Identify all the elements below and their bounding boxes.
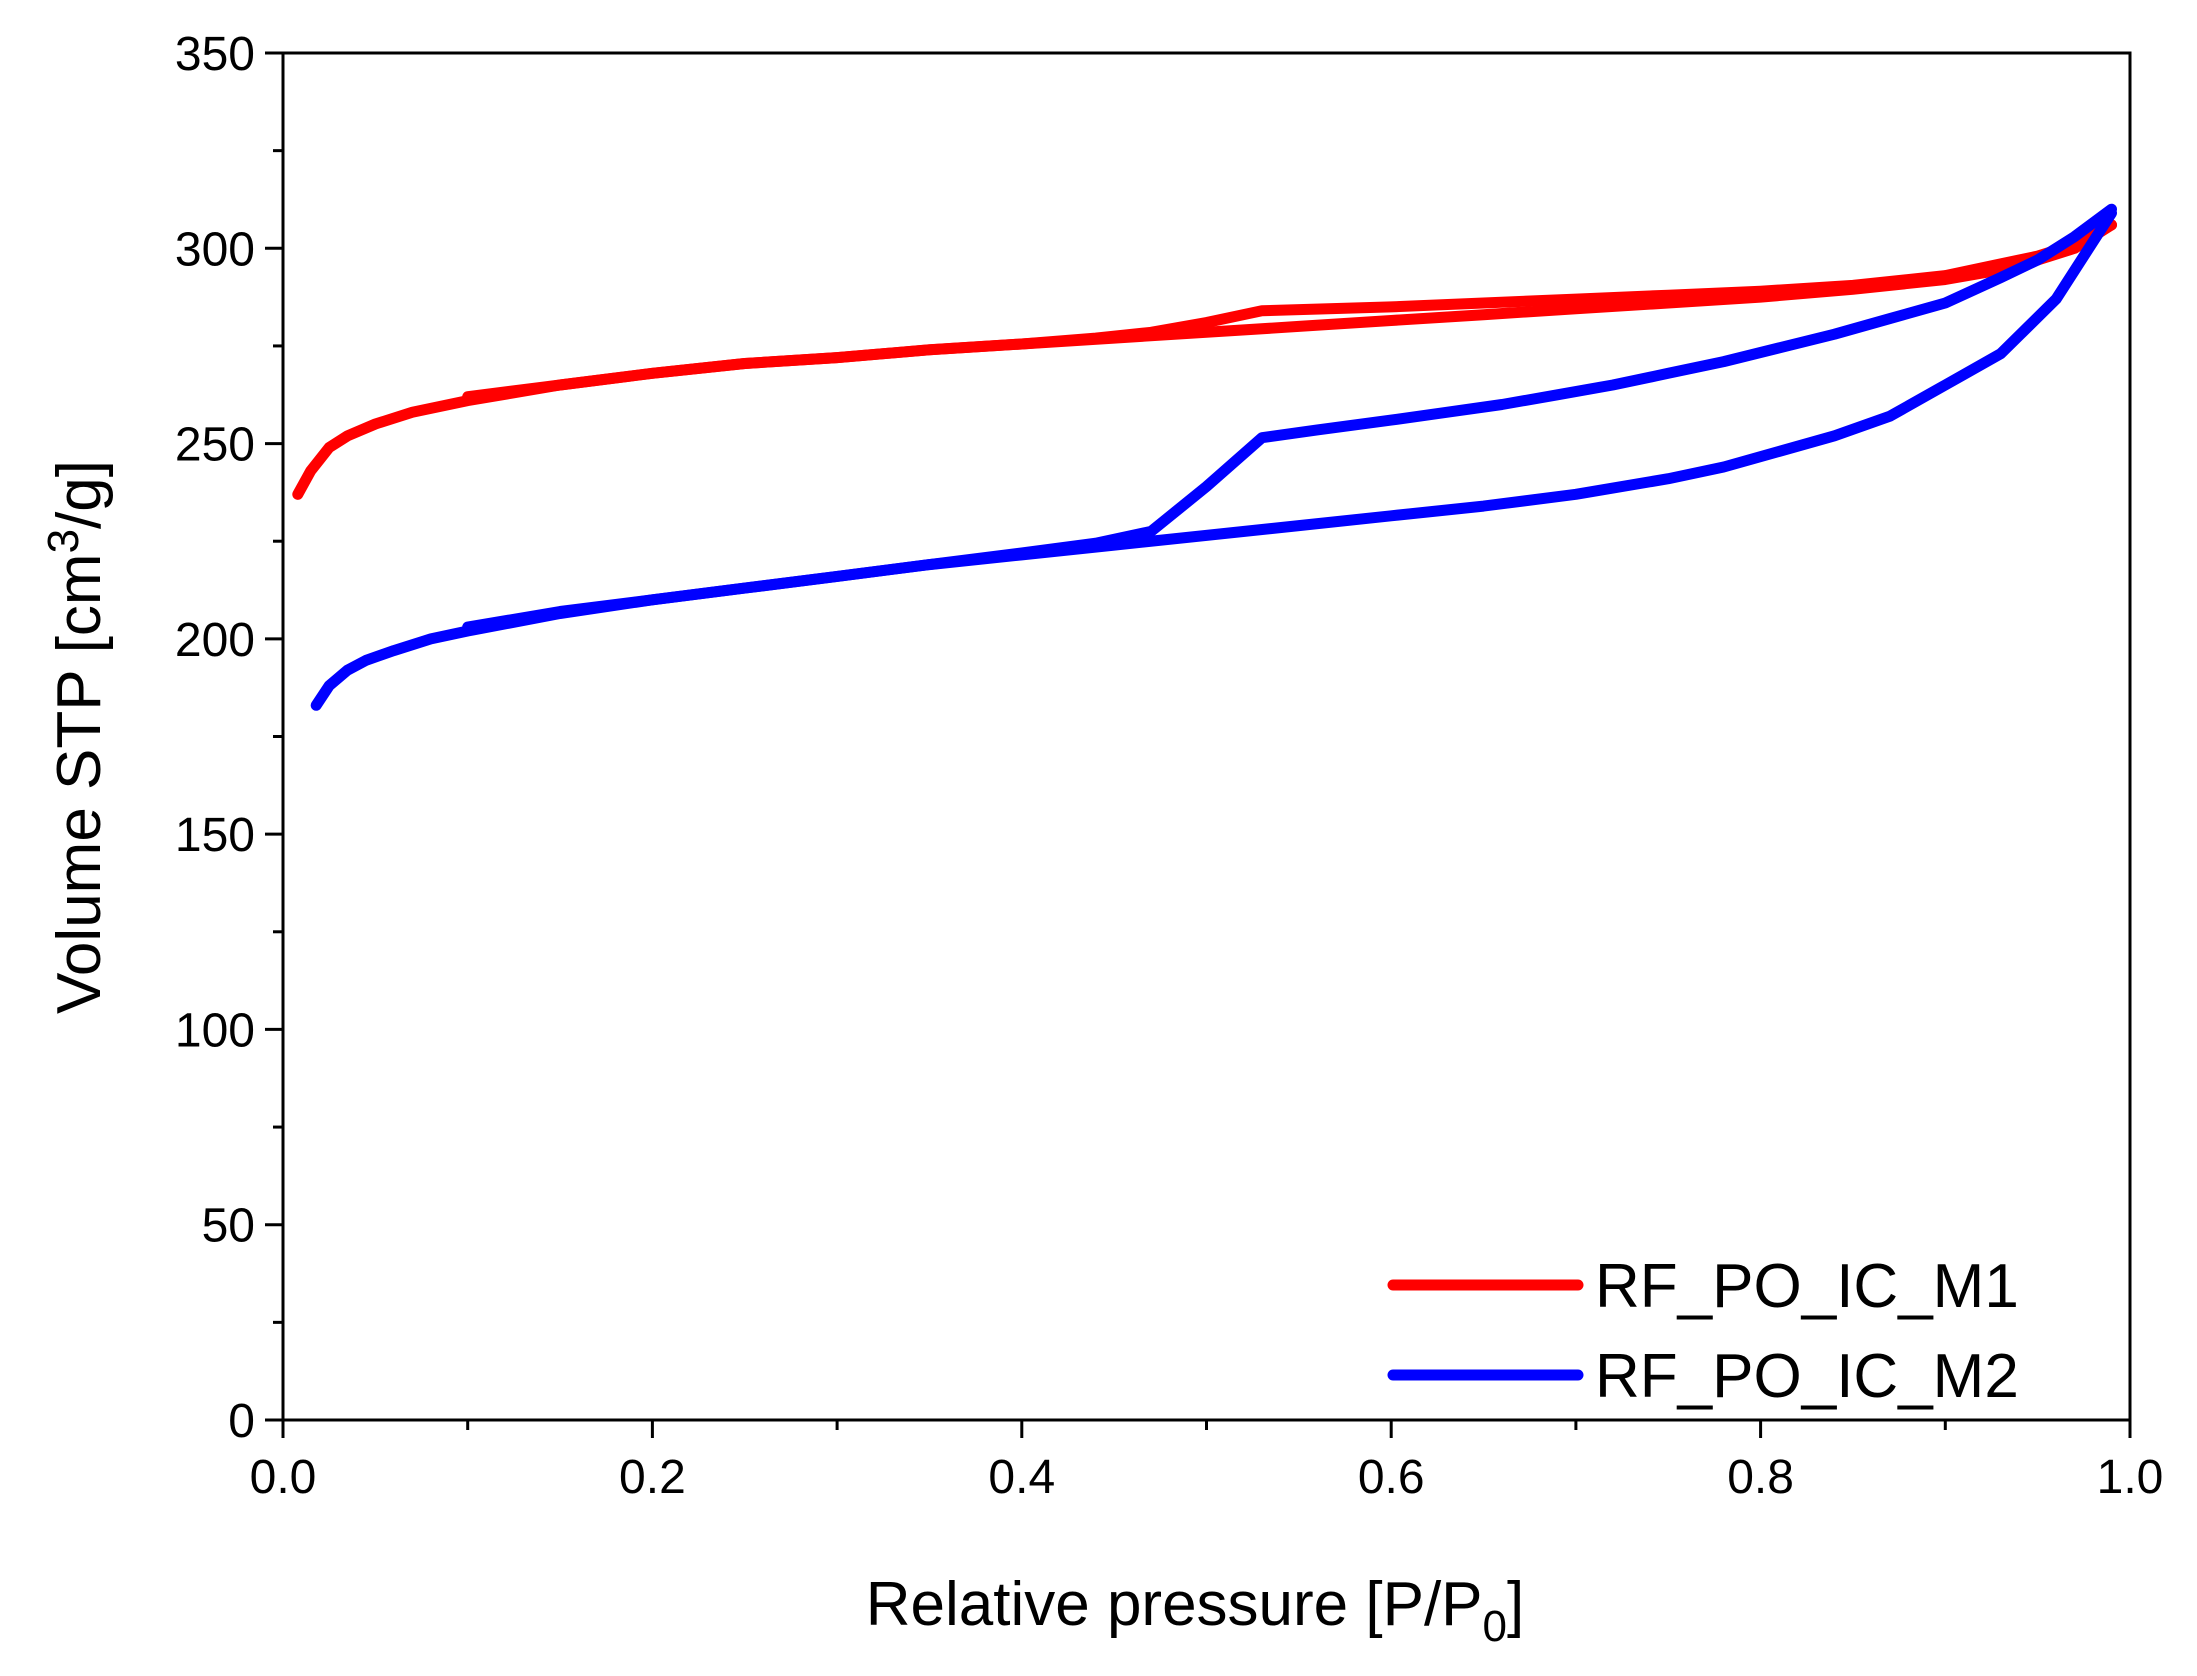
x-axis-title: Relative pressure [P/P0]	[866, 1570, 1525, 1651]
x-tick-label: 1.0	[2097, 1451, 2164, 1504]
y-axis-title-end: /g]	[45, 460, 114, 529]
x-tick-label: 0.6	[1358, 1451, 1425, 1504]
y-tick-label: 350	[175, 28, 255, 81]
y-tick-label: 100	[175, 1004, 255, 1057]
plot-lines	[292, 203, 2117, 711]
x-axis-title-subscript: 0	[1483, 1602, 1507, 1651]
legend-label-rf-po-ic-m2: RF_PO_IC_M2	[1595, 1342, 2019, 1411]
x-tick-label: 0.2	[619, 1451, 686, 1504]
y-tick-label: 0	[228, 1395, 255, 1448]
series-line-rf-po-ic-m2-desorption	[462, 203, 2117, 633]
y-tick-label: 50	[202, 1200, 255, 1253]
x-tick-label: 0.8	[1727, 1451, 1794, 1504]
x-axis-title-end: ]	[1507, 1570, 1524, 1639]
y-axis-ticks: 0 50 100 150 200 250 300 350	[175, 28, 283, 1448]
x-tick-label: 0.0	[250, 1451, 317, 1504]
series-line-rf-po-ic-m2-adsorption	[310, 207, 2117, 711]
legend: RF_PO_IC_M1 RF_PO_IC_M2	[1387, 1252, 2019, 1411]
x-tick-label: 0.4	[988, 1451, 1055, 1504]
x-axis-ticks: 0.0 0.2 0.4 0.6 0.8 1.0	[250, 1420, 2164, 1504]
y-tick-label: 300	[175, 223, 255, 276]
y-axis-title-superscript: 3	[39, 529, 88, 553]
y-axis-title-main: Volume STP [cm	[45, 553, 114, 1014]
y-tick-label: 200	[175, 614, 255, 667]
legend-label-rf-po-ic-m1: RF_PO_IC_M1	[1595, 1252, 2019, 1321]
y-tick-label: 250	[175, 419, 255, 472]
x-axis-title-main: Relative pressure [P/P	[866, 1570, 1483, 1639]
y-tick-label: 150	[175, 809, 255, 862]
y-axis-title: Volume STP [cm3/g]	[39, 460, 114, 1014]
series-line-rf-po-ic-m1-desorption	[462, 219, 2117, 403]
